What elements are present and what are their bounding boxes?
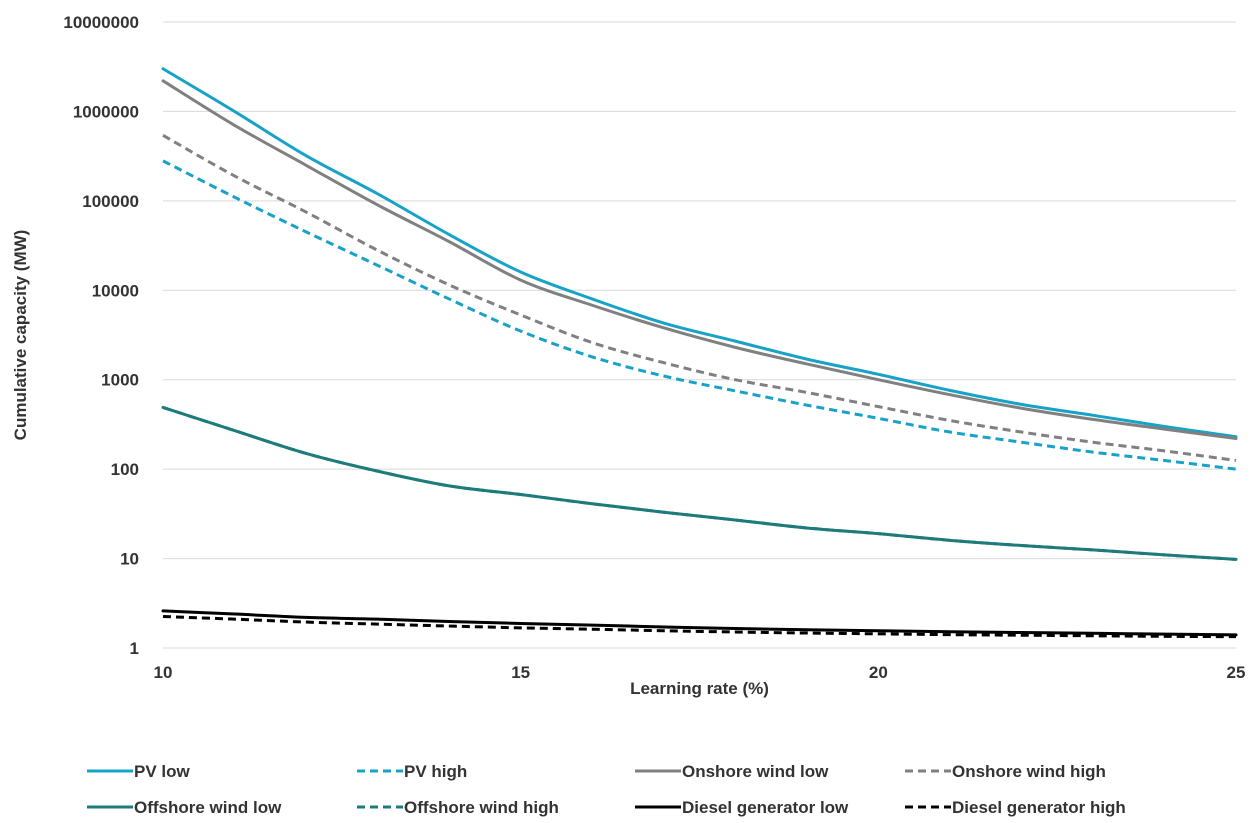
legend-item: PV high bbox=[357, 762, 467, 781]
legend-item: Onshore wind low bbox=[635, 762, 829, 781]
legend-label: Onshore wind low bbox=[682, 762, 829, 781]
series-line-diesel-generator-low bbox=[161, 609, 1238, 637]
legend-label: Diesel generator high bbox=[952, 798, 1126, 817]
series-lines bbox=[161, 67, 1238, 639]
y-tick-label: 10 bbox=[120, 550, 139, 569]
legend-item: Offshore wind low bbox=[87, 798, 282, 817]
x-tick-label: 25 bbox=[1227, 663, 1246, 682]
series-line-onshore-wind-low bbox=[161, 79, 1238, 441]
x-tick-label: 15 bbox=[511, 663, 530, 682]
y-tick-label: 100 bbox=[111, 460, 139, 479]
legend-item: PV low bbox=[87, 762, 191, 781]
legend-item: Diesel generator low bbox=[635, 798, 849, 817]
y-axis-ticks: 1 10 100 1000 10000 100000 1000000 10000000 bbox=[63, 13, 139, 658]
gridlines bbox=[163, 21, 1236, 560]
legend-label: Offshore wind high bbox=[404, 798, 559, 817]
legend-label: PV low bbox=[134, 762, 191, 781]
x-tick-label: 10 bbox=[154, 663, 173, 682]
series-line-offshore-wind-high bbox=[162, 405, 1237, 561]
y-tick-label: 10000000 bbox=[63, 13, 139, 32]
x-tick-label: 20 bbox=[869, 663, 888, 682]
y-tick-label: 1000 bbox=[101, 371, 139, 390]
legend: PV low PV high Onshore wind low Onshore win… bbox=[87, 762, 1126, 817]
legend-item: Diesel generator high bbox=[905, 798, 1126, 817]
series-line-onshore-wind-high bbox=[162, 134, 1237, 462]
series-line-pv-low bbox=[161, 67, 1238, 439]
x-axis-title: Learning rate (%) bbox=[630, 679, 769, 698]
legend-item: Offshore wind high bbox=[357, 798, 559, 817]
legend-label: Offshore wind low bbox=[134, 798, 282, 817]
y-tick-label: 100000 bbox=[82, 192, 139, 211]
series-line-pv-high bbox=[162, 159, 1237, 471]
x-axis-ticks: 10 15 20 25 bbox=[154, 663, 1246, 682]
y-tick-label: 1000000 bbox=[73, 102, 139, 121]
series-line-diesel-generator-high bbox=[162, 615, 1237, 639]
legend-label: PV high bbox=[404, 762, 467, 781]
y-axis-title: Cumulative capacity (MW) bbox=[11, 230, 30, 441]
legend-item: Onshore wind high bbox=[905, 762, 1106, 781]
legend-label: Onshore wind high bbox=[952, 762, 1106, 781]
legend-label: Diesel generator low bbox=[682, 798, 849, 817]
y-tick-label: 10000 bbox=[92, 281, 139, 300]
y-tick-label: 1 bbox=[130, 639, 139, 658]
series-line-offshore-wind-low bbox=[161, 405, 1238, 561]
